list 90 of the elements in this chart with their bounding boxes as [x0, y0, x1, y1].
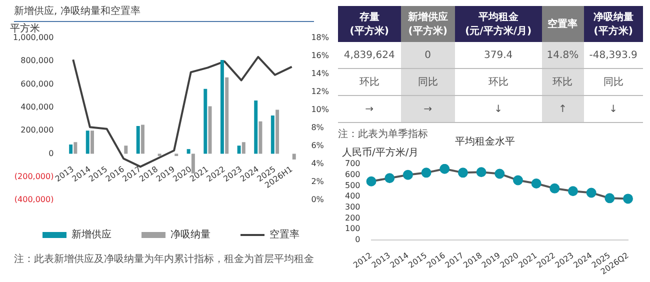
- y2-tick-label: 0%: [311, 195, 324, 204]
- y-tick-label: 200,000: [20, 126, 54, 135]
- y-axis-title: 人民币/平方米/月: [342, 146, 419, 159]
- text: 环比: [552, 77, 573, 88]
- category-label: 净吸纳量 (平方米): [592, 10, 634, 38]
- y2-tick-label: 18%: [311, 33, 330, 42]
- text: 0: [424, 50, 432, 60]
- text: →: [424, 104, 432, 114]
- bar: [158, 154, 162, 156]
- category-label: 新增供应 (平方米): [406, 10, 449, 38]
- bar: [90, 130, 94, 154]
- text: ↓: [609, 104, 618, 114]
- y-tick-label: 100: [344, 224, 360, 234]
- y-tick-label: (400,000): [14, 195, 54, 204]
- point: [623, 194, 633, 204]
- y-tick-label: 200: [344, 213, 360, 222]
- text: 同比: [418, 77, 438, 88]
- point: [421, 168, 432, 178]
- y-tick-label: 1,000,000: [12, 33, 54, 42]
- bar: [204, 88, 208, 154]
- point: [568, 186, 578, 196]
- category-label: 空置率: [546, 17, 579, 31]
- bar: [74, 142, 78, 154]
- y2-tick-label: 2%: [311, 177, 324, 186]
- y-tick-label: (200,000): [14, 172, 54, 181]
- y2-tick-label: 12%: [311, 87, 330, 96]
- text: ↑: [558, 104, 567, 114]
- point: [550, 183, 560, 194]
- point: [494, 168, 505, 179]
- legend-label: 新增供应: [72, 228, 112, 241]
- y2-tick-label: 4%: [311, 159, 324, 168]
- point: [366, 176, 376, 186]
- text: -48,393.9: [589, 50, 638, 60]
- bar: [136, 126, 140, 154]
- text: 环比: [359, 77, 380, 88]
- bar: [242, 142, 246, 154]
- point: [586, 188, 596, 198]
- y2-tick-label: 16%: [311, 51, 330, 60]
- chart-title: 新增供应, 净吸纳量和空置率: [14, 4, 314, 22]
- text: 同比: [603, 77, 624, 88]
- point: [476, 167, 486, 178]
- y2-tick-label: 6%: [311, 141, 324, 150]
- y-tick-label: 400,000: [20, 102, 54, 112]
- text: →: [365, 104, 374, 114]
- bar: [220, 60, 224, 154]
- bar: [225, 77, 229, 154]
- bar: [258, 121, 262, 154]
- chart-title: 平均租金水平: [455, 136, 515, 148]
- point: [458, 168, 468, 178]
- bar: [124, 146, 128, 154]
- y-tick-label: 700: [344, 159, 360, 168]
- point: [384, 173, 395, 184]
- text: ↓: [494, 104, 503, 114]
- text: 注：此表为单季指标: [338, 129, 428, 140]
- text: 注：此表新增供应及净吸纳量为年内累计指标，租金为首层平均租金: [14, 252, 315, 266]
- bar: [292, 154, 296, 160]
- legend-label: 空置率: [270, 228, 300, 241]
- y-tick-label: 300: [344, 202, 360, 212]
- y-tick-label: 400: [344, 192, 360, 201]
- y-tick-label: 0: [48, 148, 54, 158]
- category-label: 平均租金 (元/平方米/月): [464, 10, 533, 38]
- text: 4,839,624: [344, 50, 395, 60]
- y-tick-label: 800,000: [20, 56, 54, 66]
- point: [604, 193, 615, 204]
- point: [512, 175, 523, 186]
- bar: [69, 144, 73, 154]
- y-tick-label: 600: [344, 170, 360, 179]
- bar: [270, 116, 274, 154]
- bar: [186, 149, 190, 154]
- y2-tick-label: 10%: [311, 105, 330, 114]
- bar: [237, 146, 241, 154]
- bar: [140, 124, 144, 154]
- point: [402, 170, 413, 180]
- bar: [174, 154, 178, 156]
- legend-label: 净吸纳量: [170, 228, 210, 241]
- y-tick-label: 0: [355, 235, 360, 244]
- category-label: 存量 (平方米): [348, 10, 390, 38]
- point: [531, 178, 542, 189]
- text: 14.8%: [546, 50, 579, 60]
- y-tick-label: 600,000: [20, 79, 54, 88]
- point: [440, 164, 450, 174]
- bar: [86, 130, 90, 154]
- y-tick-label: 500: [344, 180, 360, 190]
- y2-tick-label: 14%: [311, 69, 330, 78]
- text: 379.4: [484, 50, 513, 60]
- y-axis-title: 平方米: [10, 22, 40, 35]
- bar: [276, 110, 280, 154]
- y2-tick-label: 8%: [311, 123, 324, 132]
- text: 环比: [488, 77, 508, 88]
- bar: [254, 100, 258, 154]
